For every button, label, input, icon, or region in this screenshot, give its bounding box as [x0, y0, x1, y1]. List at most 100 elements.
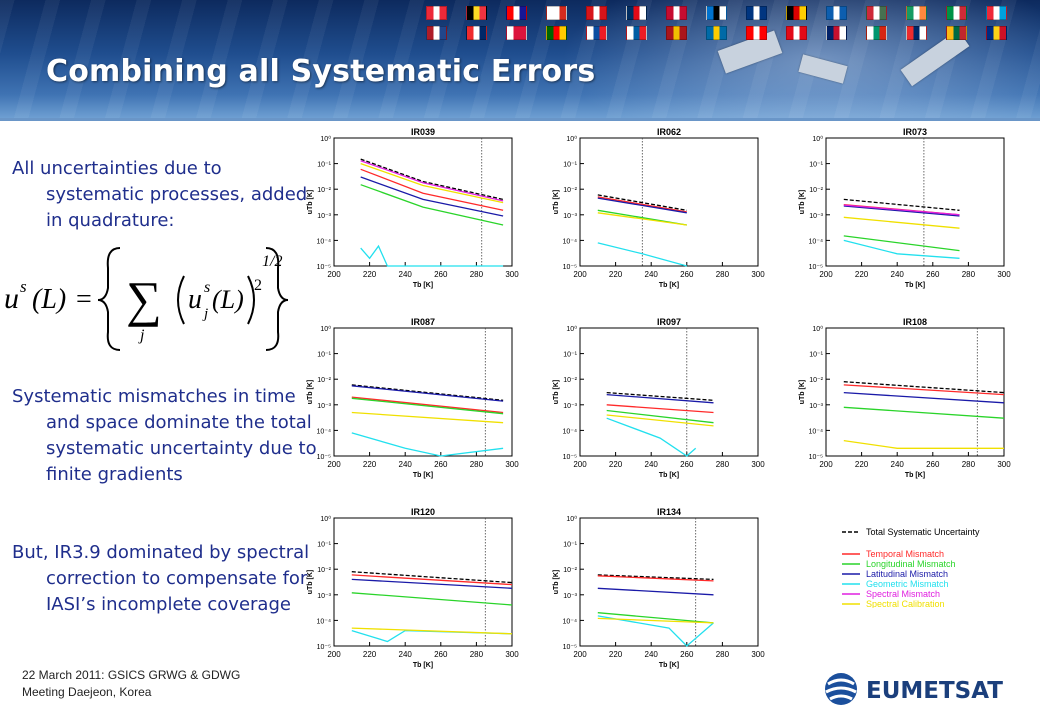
y-tick-label: 10⁰	[812, 135, 823, 143]
x-tick-label: 300	[505, 650, 519, 659]
legend-label: Temporal Mismatch	[866, 549, 944, 559]
series-line	[597, 612, 714, 624]
x-tick-label: 240	[891, 460, 905, 469]
flag-icon	[706, 26, 727, 40]
series-line	[597, 587, 714, 596]
member-flags-strip	[426, 6, 1036, 46]
formula-equals: =	[76, 284, 92, 315]
plot-panel-ir073: IR073 200 220 240 260 280 300 10⁰ 10⁻¹ 10⁻² 10⁻³ 10…	[799, 127, 1011, 289]
plot-title: IR120	[411, 507, 435, 517]
x-axis-label: Tb [K]	[659, 662, 679, 669]
y-axis-label: uTb [K]	[307, 570, 314, 595]
x-tick-label: 300	[751, 460, 765, 469]
bullet-ir39: But, IR3.9 dominated by spectral correct…	[12, 542, 310, 615]
series-line	[351, 385, 504, 402]
x-tick-label: 260	[434, 650, 448, 659]
x-axis-label: Tb [K]	[659, 282, 679, 289]
y-tick-label: 10⁻¹	[317, 162, 331, 169]
x-tick-label: 220	[609, 650, 623, 659]
eumetsat-logo: EUMETSAT	[825, 673, 1003, 705]
series-line	[606, 393, 714, 404]
x-tick-label: 280	[962, 270, 976, 279]
y-tick-label: 10⁻¹	[563, 352, 577, 359]
x-tick-label: 200	[819, 270, 833, 279]
formula-term-arg: (L)	[212, 285, 244, 314]
y-tick-label: 10⁻⁴	[563, 428, 578, 435]
series-line	[351, 396, 504, 414]
x-tick-label: 260	[434, 270, 448, 279]
y-tick-label: 10⁻²	[563, 187, 577, 194]
y-axis-label: uTb [K]	[307, 190, 314, 215]
legend-label: Geometric Mismatch	[866, 579, 949, 589]
y-tick-label: 10⁻⁵	[563, 264, 577, 271]
formula-left-brace	[97, 247, 121, 351]
formula-power: 1/2	[262, 253, 282, 270]
y-tick-label: 10⁻²	[809, 187, 823, 194]
y-tick-label: 10⁻³	[563, 593, 577, 600]
flag-icon	[826, 6, 847, 20]
formula-sum-index: j	[138, 327, 145, 344]
y-tick-label: 10⁰	[812, 325, 823, 333]
flag-icon	[786, 26, 807, 40]
flag-icon	[986, 6, 1007, 20]
x-tick-label: 280	[470, 460, 484, 469]
series-line	[351, 571, 513, 584]
x-tick-label: 240	[645, 270, 659, 279]
flag-icon	[426, 6, 447, 20]
legend-label: Latitudinal Mismatch	[866, 569, 948, 579]
x-axis-label: Tb [K]	[905, 282, 925, 289]
series-line	[843, 235, 960, 252]
series-line	[597, 615, 714, 647]
plot-title: IR134	[657, 507, 681, 517]
formula-lhs-arg: (L)	[32, 284, 66, 315]
y-tick-label: 10⁻³	[809, 213, 823, 220]
slide-footer: 22 March 2011: GSICS GRWG & GDWG Meeting…	[22, 667, 240, 701]
y-tick-label: 10⁻²	[809, 377, 823, 384]
series-line	[606, 409, 714, 424]
x-tick-label: 300	[751, 270, 765, 279]
plot-title: IR039	[411, 127, 435, 137]
y-tick-label: 10⁻⁴	[563, 618, 578, 625]
flag-icon	[466, 26, 487, 40]
y-tick-label: 10⁻²	[317, 567, 331, 574]
formula-lhs-sup: s	[20, 277, 27, 296]
x-tick-label: 260	[680, 270, 694, 279]
plot-frame	[825, 137, 1005, 267]
series-line	[351, 432, 504, 457]
x-tick-label: 200	[327, 270, 341, 279]
flag-icon	[906, 6, 927, 20]
quadrature-formula: u s (L) = ∑ j u s j (L) 2 1/2	[4, 247, 289, 351]
x-tick-label: 280	[962, 460, 976, 469]
flag-icon	[866, 6, 887, 20]
y-tick-label: 10⁻¹	[317, 352, 331, 359]
x-axis-label: Tb [K]	[413, 662, 433, 669]
x-tick-label: 240	[399, 270, 413, 279]
plot-title: IR097	[657, 317, 681, 327]
formula-term-sub: j	[202, 306, 208, 322]
formula-right-brace	[265, 247, 289, 351]
x-tick-label: 220	[363, 270, 377, 279]
series-line	[351, 574, 513, 586]
header-rule	[0, 118, 1040, 121]
header-banner: Combining all Systematic Errors	[0, 0, 1040, 118]
series-line	[597, 575, 714, 582]
flag-icon	[706, 6, 727, 20]
x-tick-label: 200	[327, 650, 341, 659]
y-tick-label: 10⁰	[566, 135, 577, 143]
x-tick-label: 240	[891, 270, 905, 279]
y-tick-label: 10⁻⁵	[563, 454, 577, 461]
x-tick-label: 240	[645, 650, 659, 659]
series-line	[597, 212, 687, 226]
plot-panel-ir108: IR108 200 220 240 260 280 300 10⁰ 10⁻¹ 10⁻² 10⁻³ 10…	[799, 317, 1011, 479]
series-line	[360, 168, 504, 211]
series-line	[360, 160, 504, 202]
series-line	[597, 197, 687, 214]
plot-frame	[579, 137, 759, 267]
y-tick-label: 10⁻¹	[563, 542, 577, 549]
plot-legend: Total Systematic Uncertainty Temporal Mis…	[842, 527, 980, 608]
plot-title: IR062	[657, 127, 681, 137]
flag-icon	[746, 26, 767, 40]
y-tick-label: 10⁻¹	[809, 352, 823, 359]
y-axis-label: uTb [K]	[307, 380, 314, 405]
bullet-quadrature: All uncertainties due to systematic proc…	[12, 158, 308, 231]
